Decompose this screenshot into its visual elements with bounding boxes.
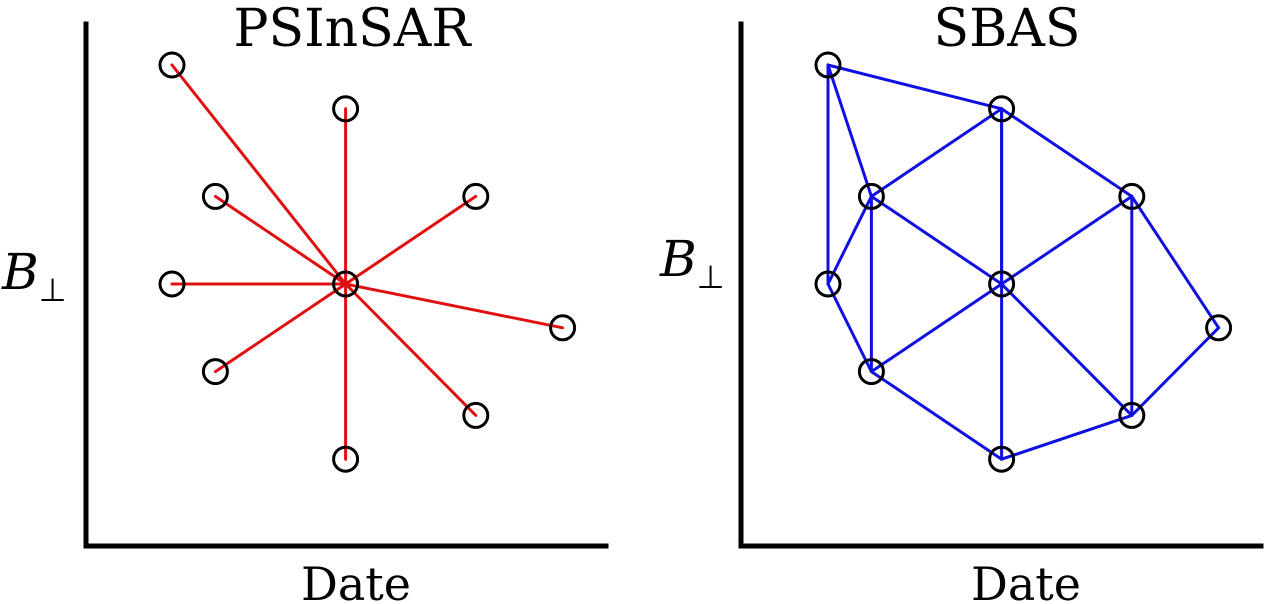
psinsar-node-7 <box>201 358 229 386</box>
sbas-ylabel: B⊥ <box>659 230 725 296</box>
psinsar-node-8 <box>462 401 490 429</box>
sbas-ylabel-main: B <box>659 230 697 288</box>
sbas-edge-1 <box>826 63 873 198</box>
psinsar-node-3 <box>462 182 490 210</box>
psinsar-node-9 <box>332 445 360 473</box>
sbas-title: SBAS <box>933 0 1080 59</box>
sbas-node-8 <box>1118 401 1146 429</box>
psinsar-axes <box>83 21 609 549</box>
psinsar-edge-3 <box>344 194 478 286</box>
sbas-ylabel-sub: ⊥ <box>697 258 725 296</box>
psinsar-node-4 <box>158 270 186 298</box>
psinsar-ylabel-sub: ⊥ <box>39 271 67 309</box>
psinsar-node-6 <box>549 314 577 342</box>
sbas-node-7 <box>857 358 885 386</box>
sbas-edge-4 <box>1000 107 1134 198</box>
sbas-edge-0 <box>826 63 1004 111</box>
psinsar-node-1 <box>332 95 360 123</box>
psinsar-edge-6 <box>213 282 348 374</box>
sbas-edge-16 <box>1130 326 1221 417</box>
psinsar-xlabel: Date <box>301 557 411 604</box>
psinsar-edge-2 <box>213 194 348 286</box>
sbas-edge-15 <box>1000 282 1134 417</box>
sbas-edge-10 <box>1000 194 1134 286</box>
sbas-nodes <box>814 51 1233 473</box>
psinsar-edge-0 <box>170 63 348 286</box>
psinsar-edge-7 <box>344 282 478 417</box>
psinsar-node-2 <box>201 182 229 210</box>
sbas-node-5 <box>988 270 1016 298</box>
psinsar-panel: PSInSAR Date B⊥ <box>1 0 609 604</box>
sbas-edge-7 <box>826 194 873 286</box>
sbas-axes <box>738 21 1264 549</box>
psinsar-edge-5 <box>344 282 565 330</box>
sbas-edge-3 <box>869 107 1004 198</box>
psinsar-ylabel-main: B <box>1 243 39 301</box>
sbas-node-0 <box>814 51 842 79</box>
sbas-edges <box>826 63 1221 461</box>
psinsar-ylabel: B⊥ <box>1 243 67 309</box>
sbas-edge-13 <box>826 282 873 374</box>
sbas-node-9 <box>988 445 1016 473</box>
sbas-node-4 <box>814 270 842 298</box>
sbas-edge-18 <box>1000 413 1134 461</box>
psinsar-node-0 <box>158 51 186 79</box>
sbas-xlabel: Date <box>971 557 1081 604</box>
sbas-node-1 <box>988 95 1016 123</box>
sbas-edge-17 <box>869 370 1004 461</box>
psinsar-nodes <box>158 51 577 473</box>
sbas-node-2 <box>857 182 885 210</box>
sbas-edge-8 <box>869 194 1004 286</box>
psinsar-node-5 <box>332 270 360 298</box>
sbas-node-3 <box>1118 182 1146 210</box>
psinsar-title: PSInSAR <box>234 0 473 59</box>
sbas-panel: SBAS Date B⊥ <box>659 0 1264 604</box>
psinsar-edges <box>170 63 565 461</box>
sbas-edge-11 <box>1130 194 1221 330</box>
sbas-edge-14 <box>869 282 1004 374</box>
sbas-node-6 <box>1205 314 1233 342</box>
